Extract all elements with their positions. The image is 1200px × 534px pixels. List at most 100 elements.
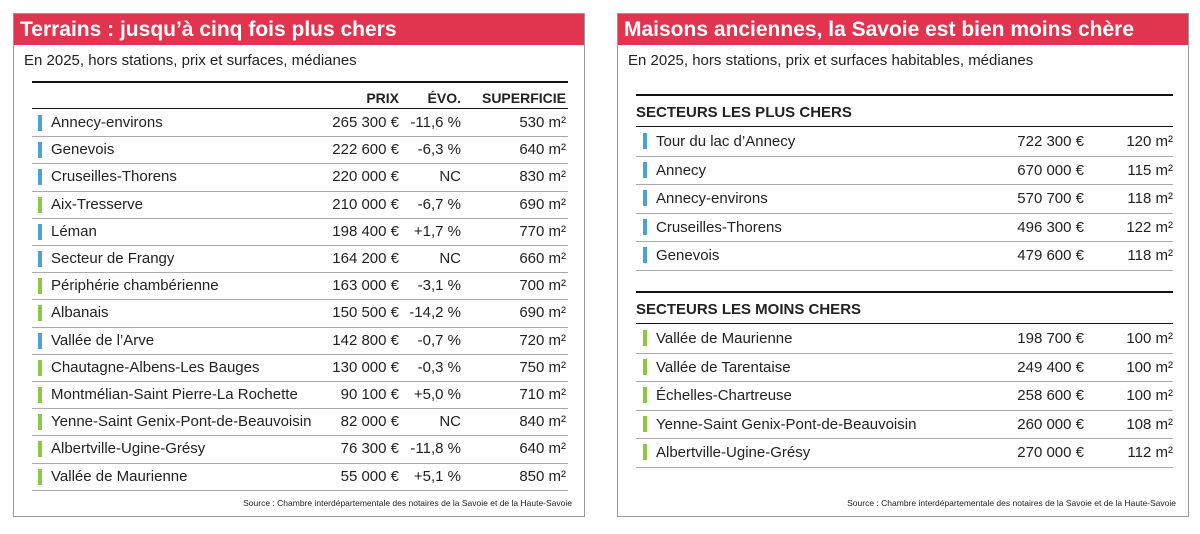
row-rule	[32, 190, 568, 192]
region-name: Cruseilles-Thorens	[51, 168, 177, 186]
price: 210 000 €	[332, 195, 399, 213]
region-name: Tour du lac d’Annecy	[656, 133, 796, 150]
rule	[636, 323, 1173, 324]
evolution: -6,7 %	[417, 195, 461, 213]
title: Maisons anciennes, la Savoie est bien mo…	[624, 18, 1135, 41]
header-bar	[618, 14, 1188, 45]
price: 222 600 €	[332, 141, 399, 159]
price: 570 700 €	[1017, 190, 1084, 208]
region-marker	[643, 218, 647, 235]
price: 142 800 €	[332, 331, 399, 349]
region-name: Périphérie chambérienne	[51, 277, 219, 295]
row-rule	[32, 245, 568, 246]
area: 100 m²	[1126, 330, 1173, 347]
row-rule	[32, 163, 568, 165]
region-marker	[643, 387, 647, 404]
evolution: +5,0 %	[413, 386, 461, 403]
area: 108 m²	[1126, 415, 1173, 433]
row-rule	[636, 381, 1173, 383]
row-rule	[636, 270, 1173, 271]
evolution: +5,1 %	[413, 467, 461, 485]
area: 122 m²	[1126, 218, 1173, 236]
source: Source : Chambre interdépartementale des…	[243, 498, 572, 508]
price: 150 500 €	[332, 304, 399, 322]
area: 115 m²	[1127, 161, 1173, 179]
area: 530 m²	[519, 114, 566, 131]
region-name: Échelles-Chartreuse	[656, 387, 792, 405]
region-marker	[643, 247, 647, 264]
region-marker	[643, 444, 647, 461]
house-panel: Maisons anciennes, la Savoie est bien mo…	[617, 13, 1189, 517]
region-name: Albanais	[51, 304, 109, 322]
evolution: -3,1 %	[417, 277, 461, 295]
region-marker	[38, 142, 42, 159]
subtitle: En 2025, hors stations, prix et surfaces…	[628, 52, 1034, 69]
evolution: NC	[439, 250, 461, 267]
area: 118 m²	[1127, 190, 1173, 208]
area: 690 m²	[519, 304, 566, 322]
price: 82 000 €	[340, 413, 399, 431]
row-rule	[32, 136, 568, 138]
row-rule	[32, 217, 568, 219]
row-rule	[32, 299, 568, 301]
region-marker	[38, 468, 42, 485]
price: 722 300 €	[1017, 133, 1084, 150]
row-rule	[636, 212, 1173, 214]
region-marker	[38, 359, 42, 376]
area: 700 m²	[519, 277, 566, 295]
price: 260 000 €	[1017, 415, 1084, 433]
price: 164 200 €	[332, 250, 399, 267]
area: 850 m²	[519, 467, 566, 485]
region-name: Genevois	[656, 247, 720, 265]
price: 198 700 €	[1017, 330, 1084, 347]
area: 660 m²	[519, 250, 566, 267]
area: 640 m²	[519, 141, 566, 159]
land-panel: Terrains : jusqu’à cinq fois plus chers …	[13, 13, 585, 517]
row-rule	[32, 381, 568, 382]
region-marker	[38, 251, 42, 267]
area: 750 m²	[519, 358, 566, 376]
evolution: NC	[439, 168, 461, 186]
column-header: PRIX	[366, 90, 399, 106]
area: 770 m²	[519, 222, 566, 240]
price: 76 300 €	[340, 440, 399, 458]
region-marker	[38, 169, 42, 186]
evolution: -0,7 %	[417, 331, 461, 349]
evolution: -0,3 %	[417, 358, 461, 376]
price: 270 000 €	[1017, 444, 1084, 462]
region-marker	[38, 278, 42, 295]
price: 670 000 €	[1017, 161, 1084, 179]
source: Source : Chambre interdépartementale des…	[847, 498, 1176, 508]
region-marker	[643, 415, 647, 432]
section-heading: SECTEURS LES MOINS CHERS	[636, 301, 862, 318]
subtitle: En 2025, hors stations, prix et surfaces…	[24, 52, 357, 69]
area: 112 m²	[1127, 444, 1173, 462]
region-marker	[643, 161, 647, 178]
area: 720 m²	[519, 331, 566, 349]
rule	[32, 108, 568, 109]
row-rule	[636, 409, 1173, 411]
price: 220 000 €	[332, 168, 399, 186]
region-name: Montmélian-Saint Pierre-La Rochette	[51, 386, 298, 403]
region-name: Yenne-Saint Genix-Pont-de-Beauvoisin	[51, 413, 312, 431]
price: 163 000 €	[332, 277, 399, 295]
row-rule	[32, 408, 568, 410]
row-rule	[636, 184, 1173, 186]
row-rule	[32, 435, 568, 437]
region-name: Albertville-Ugine-Grésy	[51, 440, 206, 458]
area: 120 m²	[1126, 133, 1173, 150]
price: 55 000 €	[340, 467, 399, 485]
price: 496 300 €	[1017, 218, 1084, 236]
rule	[636, 126, 1173, 127]
region-name: Yenne-Saint Genix-Pont-de-Beauvoisin	[656, 415, 917, 433]
region-name: Vallée de l’Arve	[51, 331, 155, 349]
rule	[636, 94, 1173, 96]
rule	[32, 81, 568, 83]
area: 100 m²	[1126, 387, 1173, 405]
region-name: Annecy-environs	[51, 114, 163, 131]
area: 840 m²	[519, 413, 566, 431]
row-rule	[636, 438, 1173, 440]
title: Terrains : jusqu’à cinq fois plus chers	[20, 18, 397, 41]
price: 90 100 €	[340, 386, 399, 403]
